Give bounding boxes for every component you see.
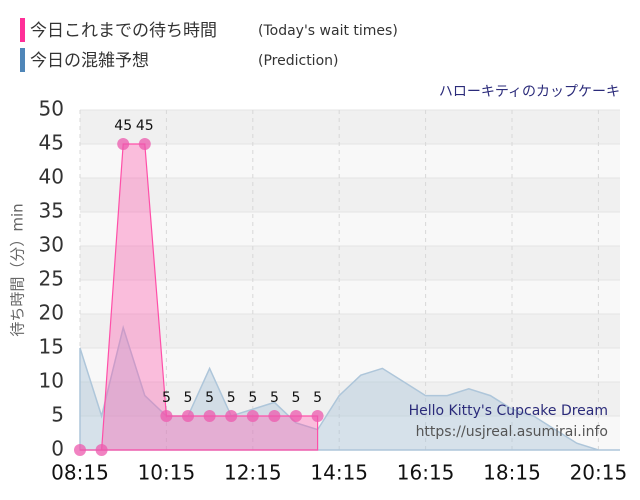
wait-point — [203, 410, 216, 422]
x-tick-label: 20:15 — [570, 461, 628, 485]
wait-point — [160, 410, 173, 422]
legend-swatch — [20, 48, 25, 72]
watermark: https://usjreal.asumirai.info — [416, 424, 608, 440]
wait-point — [246, 410, 259, 422]
wait-point — [290, 410, 302, 422]
grid-band — [80, 212, 620, 246]
data-label: 45 — [136, 118, 154, 134]
y-tick-label: 5 — [51, 403, 64, 427]
data-label: 5 — [270, 390, 279, 406]
data-label: 5 — [292, 390, 301, 406]
x-tick-label: 18:15 — [483, 461, 541, 485]
plot: 0 5 10 15 20 25 30 35 40 45 50 08:15 10:15 12:15 14:15… — [39, 97, 628, 485]
grid-band — [80, 348, 620, 382]
data-label: 5 — [162, 390, 171, 406]
wait-point — [95, 444, 108, 456]
y-tick-label: 10 — [39, 369, 64, 393]
legend-label: 今日の混雑予想 — [30, 51, 149, 71]
data-label: 5 — [313, 390, 322, 406]
legend-note: (Today's wait times) — [258, 23, 398, 39]
y-tick-label: 0 — [51, 437, 64, 461]
data-label: 5 — [227, 390, 236, 406]
wait-point — [138, 138, 151, 150]
grid-band — [80, 382, 620, 416]
x-tick-label: 10:15 — [138, 461, 196, 485]
chart-title: ハローキティのカップケーキ — [439, 84, 620, 100]
x-tick-label: 16:15 — [397, 461, 455, 485]
data-label: 45 — [114, 118, 132, 134]
grid-band — [80, 110, 620, 144]
grid-band — [80, 416, 620, 450]
wait-point — [182, 410, 194, 422]
y-tick-label: 15 — [39, 335, 64, 359]
x-tick-label: 12:15 — [224, 461, 282, 485]
y-tick-label: 35 — [39, 199, 64, 223]
legend-label: 今日これまでの待ち時間 — [30, 21, 217, 41]
legend-note: (Prediction) — [258, 53, 338, 69]
wait-point — [225, 410, 238, 422]
grid-band — [80, 314, 620, 348]
y-tick-label: 45 — [39, 131, 64, 155]
data-label: 5 — [205, 390, 214, 406]
watermark: Hello Kitty's Cupcake Dream — [409, 403, 608, 419]
wait-point — [311, 410, 324, 422]
y-tick-label: 20 — [39, 301, 64, 325]
y-tick-label: 50 — [39, 97, 64, 121]
x-tick-label: 08:15 — [51, 461, 109, 485]
wait-point — [268, 410, 281, 422]
grid-band — [80, 178, 620, 212]
grid-band — [80, 144, 620, 178]
grid-band — [80, 246, 620, 280]
legend-swatch — [20, 18, 25, 42]
wait-point — [117, 138, 130, 150]
data-label: 5 — [184, 390, 193, 406]
prediction-area — [79, 324, 620, 451]
y-tick-label: 30 — [39, 233, 64, 257]
y-axis-label: 待ち時間（分）min — [9, 203, 27, 336]
x-tick-label: 14:15 — [310, 461, 368, 485]
wait-point — [74, 444, 86, 456]
y-tick-label: 40 — [39, 165, 64, 189]
grid-band — [80, 280, 620, 314]
y-tick-label: 25 — [39, 267, 64, 291]
data-label: 5 — [248, 390, 257, 406]
